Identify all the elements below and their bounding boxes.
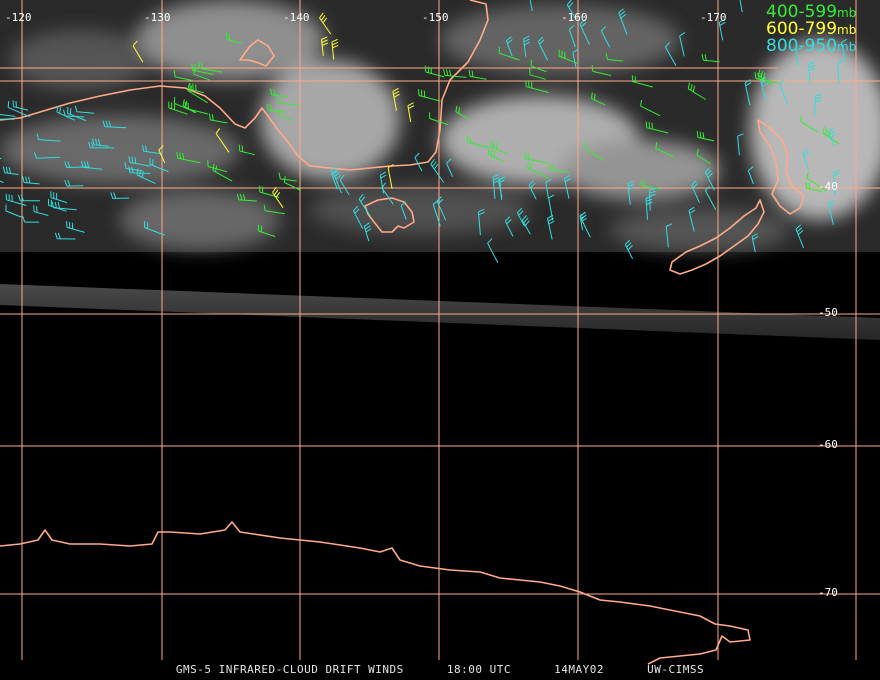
lon-label: -140 xyxy=(283,11,310,24)
caption-time: 18:00 UTC xyxy=(447,663,511,676)
lon-label: -160 xyxy=(561,11,588,24)
lon-label: -130 xyxy=(144,11,171,24)
lat-label: -70 xyxy=(818,586,838,599)
caption-date: 14MAY02 xyxy=(554,663,604,676)
lon-label: -150 xyxy=(422,11,449,24)
image-caption: GMS-5 INFRARED-CLOUD DRIFT WINDS 18:00 U… xyxy=(0,663,880,679)
coastline-antarctica xyxy=(0,522,750,664)
lat-label: -60 xyxy=(818,438,838,451)
lon-label: -170 xyxy=(700,11,727,24)
pressure-legend: 400-599mb 600-799mb 800-950mb xyxy=(766,2,856,56)
lat-label: -40 xyxy=(818,180,838,193)
lat-label: -50 xyxy=(818,306,838,319)
imagery-swath-strip xyxy=(0,284,880,340)
caption-product: GMS-5 INFRARED-CLOUD DRIFT WINDS xyxy=(176,663,404,676)
caption-source: UW-CIMSS xyxy=(647,663,704,676)
lon-label: -120 xyxy=(5,11,32,24)
